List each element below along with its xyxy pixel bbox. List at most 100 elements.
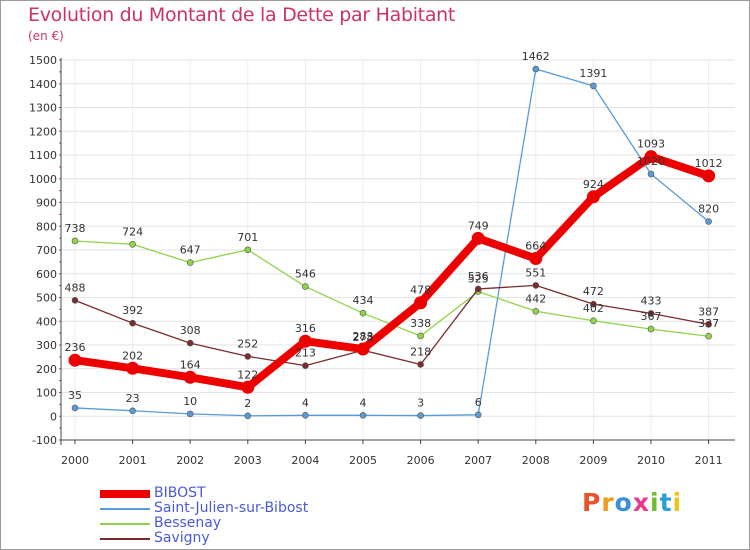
data-label: 478 [410,284,431,297]
legend-label: Bessenay [154,515,222,531]
y-tick-label: 900 [36,197,57,210]
data-label: 701 [237,231,258,244]
data-label: 164 [180,358,201,371]
data-label: 392 [122,304,143,317]
data-label: 213 [295,347,316,360]
data-label: 278 [353,331,374,344]
series-line-savigny [74,284,710,367]
data-label: 647 [180,244,201,257]
x-tick-label: 2001 [119,454,147,467]
data-point [702,169,716,183]
data-point [590,317,597,325]
data-label: 23 [126,392,140,405]
data-label: 236 [65,341,86,354]
y-tick-label: 1200 [29,125,57,138]
data-point [417,412,424,419]
data-point [417,361,424,368]
data-point [532,282,540,289]
logo-letter: x [632,488,650,517]
data-label: 433 [641,294,662,307]
data-point [186,410,194,418]
data-point [417,332,424,340]
x-tick-label: 2007 [464,454,492,467]
x-tick-label: 2011 [695,454,723,467]
data-label: 367 [641,310,662,323]
data-label: 525 [468,273,489,286]
data-point [359,309,367,317]
data-point [129,241,136,248]
legend-swatch [100,508,150,510]
data-point [186,259,194,266]
x-tick-label: 2004 [291,454,319,467]
data-label: 6 [475,396,482,409]
data-label: 664 [525,240,546,253]
data-label: 4 [360,396,367,409]
logo-letter: i [650,488,660,517]
legend-swatch [100,523,150,525]
data-point [244,246,252,254]
data-label: 316 [295,322,316,335]
x-tick-label: 2005 [349,454,377,467]
data-point [126,361,140,375]
y-tick-label: 700 [36,244,57,257]
data-point [129,319,136,327]
data-label: 1462 [522,50,550,63]
data-point [590,82,597,90]
y-tick-label: 400 [36,315,57,328]
data-point [644,150,658,164]
data-label: 820 [698,203,719,216]
data-label: 488 [65,281,86,294]
legend-swatch [100,538,150,540]
data-label: 724 [122,225,143,238]
data-label: 551 [525,266,546,279]
y-tick-label: 1000 [29,173,57,186]
legend-label: Saint-Julien-sur-Bibost [154,500,309,516]
data-label: 1391 [579,67,607,80]
data-label: 218 [410,345,431,358]
data-point [414,296,428,310]
chart-title: Evolution du Montant de la Dette par Hab… [28,4,456,26]
data-label: 283 [353,330,374,343]
data-label: 536 [468,270,489,283]
x-tick-label: 2000 [61,454,89,467]
logo-letter: o [614,488,633,517]
y-tick-label: 200 [36,363,57,376]
legend-item: Savigny [100,531,400,546]
data-point [529,252,543,266]
x-tick-label: 2009 [579,454,607,467]
series-line-saint-julien-sur-bibost [74,68,710,417]
data-label: 308 [180,324,201,337]
data-label: 442 [525,292,546,305]
data-label: 749 [468,219,489,232]
y-tick-label: -100 [32,434,57,447]
y-tick-label: 800 [36,220,57,233]
data-label: 2 [244,397,251,410]
data-label: 434 [353,294,374,307]
data-point [241,380,255,394]
data-point [647,310,655,317]
data-point [71,237,79,245]
y-tick-label: 0 [50,410,57,423]
y-tick-label: 1100 [29,149,57,162]
legend-item: Saint-Julien-sur-Bibost [100,501,400,516]
legend-swatch [100,490,150,498]
legend-label: Savigny [154,530,210,546]
data-label: 387 [698,305,719,318]
data-point [647,170,655,178]
y-tick-label: 1500 [29,54,57,67]
data-point [356,342,370,356]
data-label: 4 [302,396,309,409]
data-point [705,218,712,225]
data-label: 402 [583,302,604,315]
logo-letter: i [672,488,683,517]
data-label: 1012 [695,157,723,170]
data-label: 10 [183,395,197,408]
data-point [590,300,597,308]
data-point [244,353,252,360]
logo-letter: r [601,488,615,517]
data-point [71,404,79,412]
y-tick-label: 300 [36,339,57,352]
y-tick-label: 1300 [29,102,57,115]
data-point [68,353,82,367]
legend-label: BIBOST [154,485,206,501]
